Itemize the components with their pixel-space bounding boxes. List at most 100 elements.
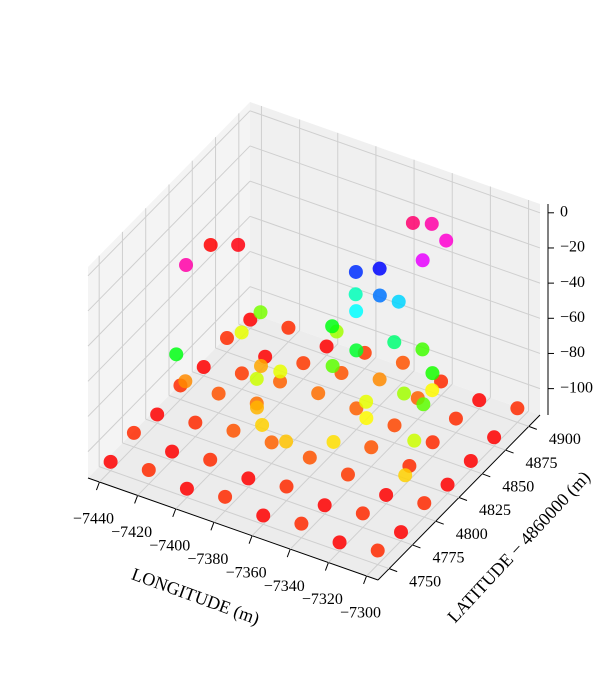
z-tick-label: −80 bbox=[560, 344, 585, 361]
x-tick bbox=[134, 495, 139, 504]
point bbox=[372, 261, 387, 276]
x-axis-line bbox=[87, 477, 379, 581]
grid-line bbox=[87, 110, 251, 277]
point bbox=[226, 423, 241, 438]
z-tick-label: −40 bbox=[560, 274, 585, 291]
point bbox=[364, 440, 379, 455]
grid-line bbox=[249, 145, 541, 249]
point bbox=[234, 325, 249, 340]
grid-line bbox=[168, 395, 460, 498]
point bbox=[424, 216, 439, 231]
grid-line bbox=[87, 215, 251, 382]
point bbox=[281, 320, 296, 335]
point bbox=[203, 237, 218, 252]
point bbox=[326, 434, 341, 449]
point bbox=[219, 331, 234, 346]
point bbox=[279, 479, 294, 494]
point bbox=[372, 288, 387, 303]
y-tick-label: 4850 bbox=[502, 478, 534, 495]
x-tick bbox=[286, 548, 291, 558]
z-tick-label: −20 bbox=[560, 239, 585, 256]
point bbox=[279, 434, 294, 449]
point bbox=[241, 471, 256, 486]
point bbox=[325, 358, 340, 373]
x-tick-label: −7440 bbox=[73, 511, 114, 528]
x-tick-label: −7380 bbox=[187, 551, 228, 568]
point bbox=[311, 386, 326, 401]
point bbox=[317, 498, 332, 513]
point bbox=[355, 506, 370, 521]
point bbox=[273, 374, 288, 389]
point bbox=[440, 477, 455, 492]
point bbox=[126, 425, 141, 440]
point bbox=[325, 319, 340, 334]
point bbox=[203, 452, 218, 467]
z-tick-label: −60 bbox=[560, 309, 585, 326]
point bbox=[387, 335, 402, 350]
point bbox=[463, 453, 478, 468]
y-tick bbox=[482, 473, 491, 478]
point bbox=[340, 467, 355, 482]
grid-line bbox=[192, 371, 483, 475]
point bbox=[407, 433, 422, 448]
point bbox=[398, 468, 413, 483]
grid-line bbox=[87, 251, 251, 417]
y-tick-label: 4800 bbox=[456, 526, 488, 543]
point bbox=[231, 237, 246, 252]
point bbox=[395, 355, 410, 370]
grid-line bbox=[87, 145, 251, 312]
point bbox=[487, 430, 502, 445]
point bbox=[179, 258, 194, 273]
point bbox=[425, 383, 440, 398]
point bbox=[141, 463, 156, 478]
point bbox=[372, 372, 387, 387]
point bbox=[379, 487, 394, 502]
y-tick-label: 4775 bbox=[432, 550, 464, 567]
y-tick-label: 4825 bbox=[479, 502, 511, 519]
point bbox=[359, 411, 374, 426]
z-tick-label: −100 bbox=[560, 379, 593, 396]
point bbox=[253, 359, 268, 374]
point bbox=[370, 543, 385, 558]
grid-line bbox=[87, 180, 251, 347]
point bbox=[179, 481, 194, 496]
point bbox=[359, 394, 374, 409]
point bbox=[417, 496, 432, 511]
grid-line bbox=[249, 180, 541, 284]
point bbox=[296, 356, 311, 371]
y-tick bbox=[435, 520, 444, 525]
x-tick bbox=[95, 481, 100, 491]
x-tick bbox=[248, 535, 253, 544]
point bbox=[319, 339, 334, 354]
y-tick bbox=[412, 544, 421, 549]
point bbox=[165, 444, 180, 459]
point bbox=[264, 435, 279, 450]
y-tick bbox=[458, 497, 468, 501]
point bbox=[349, 304, 364, 319]
x-tick bbox=[172, 508, 177, 518]
point bbox=[188, 415, 203, 430]
point bbox=[273, 364, 288, 379]
point bbox=[348, 287, 363, 302]
point bbox=[387, 418, 402, 433]
point bbox=[415, 253, 430, 268]
point bbox=[510, 401, 525, 416]
y-tick bbox=[505, 449, 514, 454]
point bbox=[416, 397, 431, 412]
y-tick-label: 4900 bbox=[549, 431, 581, 448]
point bbox=[302, 450, 317, 465]
point bbox=[255, 417, 270, 432]
point bbox=[439, 233, 454, 248]
grid-line bbox=[145, 418, 436, 522]
x-tick bbox=[363, 575, 368, 585]
point bbox=[472, 393, 487, 408]
x-tick bbox=[324, 562, 329, 571]
point bbox=[218, 489, 233, 504]
point bbox=[234, 366, 249, 381]
point bbox=[349, 343, 364, 358]
point bbox=[397, 386, 412, 401]
point bbox=[256, 508, 271, 523]
x-tick-label: −7320 bbox=[302, 591, 343, 608]
